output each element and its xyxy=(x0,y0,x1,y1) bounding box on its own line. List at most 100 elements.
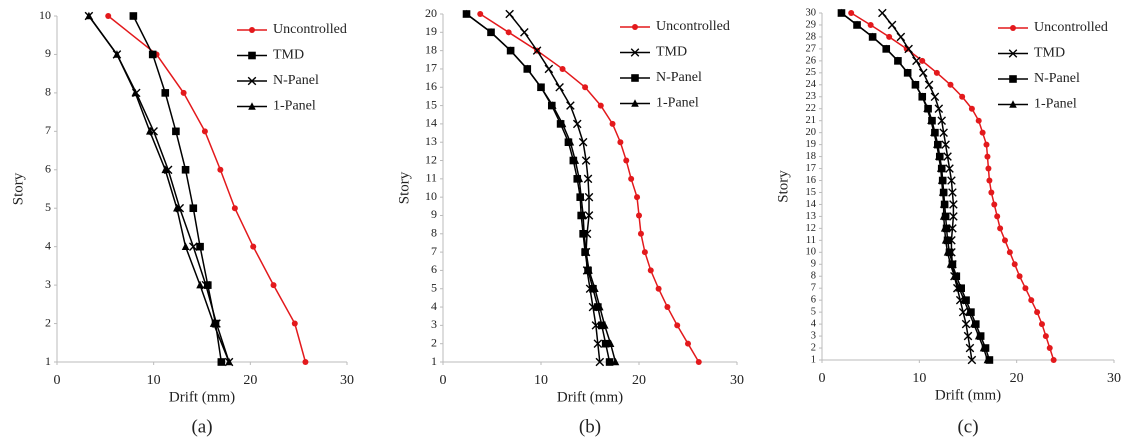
marker xyxy=(595,357,605,367)
marker xyxy=(631,99,639,107)
marker xyxy=(853,20,861,29)
y-axis-label: Story xyxy=(396,171,412,204)
marker xyxy=(249,27,255,33)
marker xyxy=(867,21,874,28)
marker xyxy=(930,92,940,102)
y-axis-label: Story xyxy=(10,172,26,205)
marker xyxy=(523,64,532,73)
marker xyxy=(903,68,912,77)
marker xyxy=(506,46,515,54)
y-tick-label: 24 xyxy=(806,79,817,90)
marker xyxy=(217,166,224,173)
y-tick-label: 5 xyxy=(431,280,437,294)
y-tick-label: 23 xyxy=(806,91,817,102)
marker xyxy=(941,236,950,244)
marker xyxy=(685,340,691,347)
marker xyxy=(939,200,948,208)
marker xyxy=(983,141,990,148)
marker xyxy=(634,194,641,201)
marker xyxy=(946,259,955,268)
marker xyxy=(596,302,604,311)
marker xyxy=(991,201,998,208)
y-tick-label: 20 xyxy=(806,127,817,138)
marker xyxy=(579,211,587,219)
y-tick-label: 30 xyxy=(806,7,817,18)
y-tick-label: 1 xyxy=(811,354,816,365)
legend-label: N-Panel xyxy=(656,70,702,85)
marker xyxy=(918,92,927,101)
marker xyxy=(939,212,948,220)
x-tick-label: 10 xyxy=(912,371,926,386)
marker xyxy=(947,176,956,185)
y-tick-label: 5 xyxy=(45,200,51,214)
y-tick-label: 22 xyxy=(806,103,817,114)
marker xyxy=(1050,357,1057,363)
y-tick-label: 4 xyxy=(431,299,437,313)
marker xyxy=(997,225,1004,232)
y-tick-label: 8 xyxy=(45,85,51,99)
y-tick-label: 4 xyxy=(811,319,817,330)
marker xyxy=(105,13,112,19)
y-tick-label: 2 xyxy=(431,335,437,349)
marker xyxy=(555,82,564,92)
y-tick-label: 1 xyxy=(431,354,437,368)
marker xyxy=(548,101,557,109)
marker xyxy=(887,20,897,30)
marker xyxy=(600,321,609,329)
y-tick-label: 6 xyxy=(45,162,51,176)
marker xyxy=(196,280,204,289)
y-tick-label: 25 xyxy=(806,67,817,78)
y-tick-label: 7 xyxy=(811,283,816,294)
marker xyxy=(204,281,212,289)
marker xyxy=(963,331,973,341)
y-tick-label: 13 xyxy=(806,211,817,222)
y-tick-label: 29 xyxy=(806,19,817,30)
marker xyxy=(1006,249,1013,256)
marker xyxy=(180,89,187,96)
marker xyxy=(695,359,702,365)
marker xyxy=(623,157,630,164)
marker xyxy=(129,12,138,20)
marker xyxy=(609,120,616,127)
y-tick-label: 4 xyxy=(45,238,51,252)
marker xyxy=(617,139,624,146)
x-tick-label: 0 xyxy=(54,373,61,388)
marker xyxy=(1011,261,1018,268)
marker xyxy=(939,128,948,137)
marker xyxy=(250,243,257,250)
y-tick-label: 3 xyxy=(45,277,51,291)
y-tick-label: 5 xyxy=(811,307,816,318)
legend-label: N-Panel xyxy=(273,73,319,88)
marker xyxy=(505,29,512,36)
y-tick-label: 17 xyxy=(806,163,817,174)
marker xyxy=(970,319,978,328)
marker xyxy=(558,119,567,128)
marker xyxy=(487,28,495,36)
y-tick-label: 19 xyxy=(425,24,437,38)
marker xyxy=(943,248,952,256)
y-tick-label: 12 xyxy=(806,223,817,234)
legend-label: Uncontrolled xyxy=(1034,20,1108,35)
marker xyxy=(537,82,545,91)
x-tick-label: 20 xyxy=(632,373,646,388)
marker xyxy=(655,285,662,292)
x-tick-label: 30 xyxy=(730,373,744,388)
y-tick-label: 9 xyxy=(45,46,51,60)
x-tick-label: 10 xyxy=(147,373,161,388)
marker xyxy=(934,104,944,114)
marker xyxy=(580,229,588,238)
y-tick-label: 10 xyxy=(806,247,817,258)
marker xyxy=(937,116,947,125)
marker xyxy=(611,357,620,366)
x-tick-label: 30 xyxy=(1107,371,1121,386)
y-tick-label: 27 xyxy=(806,43,817,54)
marker xyxy=(948,188,957,197)
marker xyxy=(172,127,180,136)
legend-label: N-Panel xyxy=(1034,71,1080,86)
marker xyxy=(113,50,121,58)
y-tick-label: 15 xyxy=(425,97,437,111)
marker xyxy=(1028,297,1035,304)
marker xyxy=(945,164,954,173)
marker xyxy=(520,28,529,37)
